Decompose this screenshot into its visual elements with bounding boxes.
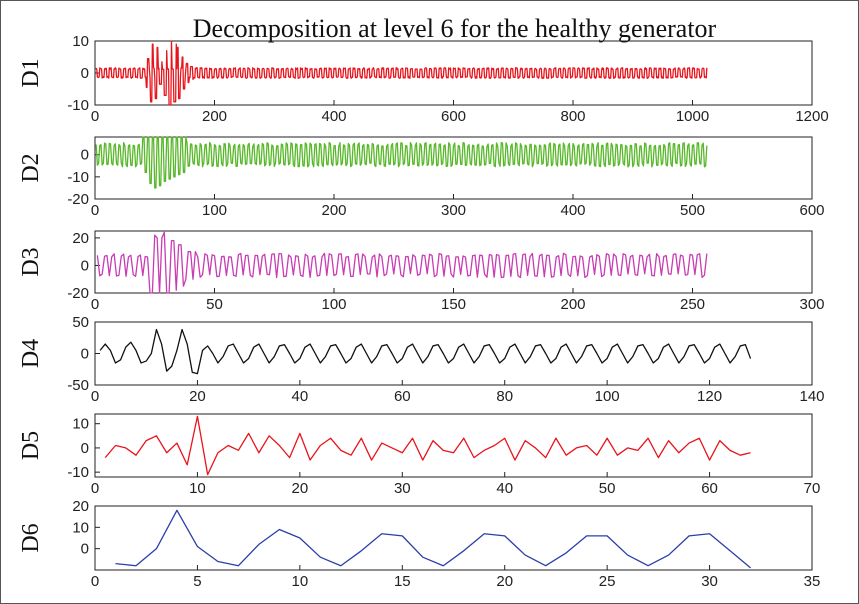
y-axis-label: D6 [18,523,44,552]
x-tick-label: 0 [91,388,99,405]
x-tick-label: 50 [206,296,223,313]
y-tick-label: 0 [81,257,89,274]
y-tick-label: 0 [81,346,89,363]
panel-d6: 0 5 10 15 20 25 30 35 0 10 20 D6 [18,498,820,590]
y-tick-label: 20 [72,230,89,247]
x-tick-label: 80 [496,388,513,405]
x-tick-label: 300 [441,202,466,219]
x-tick-label: 120 [697,388,722,405]
y-tick-label: 50 [72,314,89,331]
x-tick-label: 250 [680,296,705,313]
x-tick-label: 600 [441,108,466,125]
x-tick-label: 60 [701,480,718,497]
series-line-d5 [104,415,751,476]
x-tick-label: 600 [799,202,824,219]
x-tick-label: 100 [321,296,346,313]
x-tick-label: 200 [321,202,346,219]
axes-box [94,321,813,386]
y-tick-label: -50 [67,377,89,394]
x-tick-label: 150 [441,296,466,313]
axes-box [94,230,813,294]
y-tick-label: 0 [81,440,89,457]
x-tick-label: 400 [321,108,346,125]
y-tick-label: 10 [72,33,89,50]
x-tick-label: 100 [595,388,620,405]
y-tick-label: -10 [67,464,89,481]
y-tick-label: 10 [72,519,89,536]
axes-box [94,505,813,571]
y-axis-label: D4 [18,339,44,368]
x-tick-label: 20 [496,573,513,590]
series-line-d4 [99,328,752,375]
series-line-d3 [96,231,708,294]
x-tick-label: 0 [91,573,99,590]
x-tick-label: 50 [599,480,616,497]
y-tick-label: -10 [67,97,89,114]
y-tick-label: -10 [67,169,89,186]
x-tick-label: 25 [599,573,616,590]
x-tick-label: 70 [804,480,821,497]
x-tick-label: 0 [91,108,99,125]
x-tick-label: 0 [91,202,99,219]
x-tick-label: 500 [680,202,705,219]
y-tick-label: 20 [72,498,89,515]
y-tick-label: -20 [67,191,89,208]
y-tick-label: -20 [67,285,89,302]
x-tick-label: 400 [560,202,585,219]
y-axis-label: D3 [18,247,44,276]
series-line-d6 [115,509,751,569]
y-tick-label: 0 [81,147,89,164]
x-tick-label: 140 [799,388,824,405]
series-line-d1 [95,40,708,106]
x-tick-label: 200 [202,108,227,125]
x-tick-label: 60 [394,388,411,405]
x-tick-label: 1000 [676,108,709,125]
axes-box [94,413,813,478]
x-tick-label: 20 [189,388,206,405]
x-tick-label: 30 [394,480,411,497]
x-tick-label: 800 [560,108,585,125]
y-tick-label: 0 [81,541,89,558]
x-tick-label: 15 [394,573,411,590]
y-axis-label: D2 [18,153,44,182]
x-tick-label: 10 [292,573,309,590]
x-tick-label: 100 [202,202,227,219]
x-tick-label: 200 [560,296,585,313]
x-tick-label: 40 [292,388,309,405]
y-tick-label: 0 [81,65,89,82]
y-tick-label: 10 [72,416,89,433]
x-tick-label: 0 [91,296,99,313]
x-tick-label: 40 [496,480,513,497]
y-axis-label: D1 [18,58,44,87]
x-tick-label: 5 [193,573,201,590]
y-axis-label: D5 [18,431,44,460]
x-tick-label: 35 [804,573,821,590]
x-tick-label: 300 [799,296,824,313]
x-tick-label: 20 [292,480,309,497]
chart-title: Decomposition at level 6 for the healthy… [192,14,717,43]
x-tick-label: 10 [189,480,206,497]
series-line-d2 [95,136,708,189]
x-tick-label: 30 [701,573,718,590]
x-tick-label: 0 [91,480,99,497]
x-tick-label: 1200 [795,108,828,125]
